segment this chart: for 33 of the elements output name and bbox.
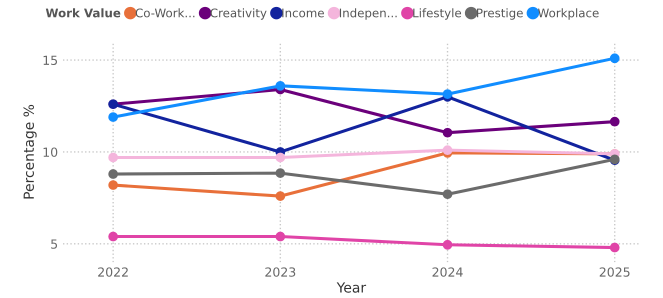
point [442, 189, 452, 200]
point [442, 240, 452, 250]
point [108, 169, 118, 179]
point [442, 128, 452, 138]
point [275, 168, 286, 178]
legend-title: Work Value [46, 8, 120, 18]
point [442, 89, 452, 99]
legend-label: Lifestyle [413, 8, 462, 20]
point [275, 232, 286, 242]
point [610, 116, 620, 127]
y-axis-title: Percentage % [23, 104, 37, 198]
point [442, 145, 452, 156]
x-axis-title: Year [336, 282, 366, 293]
point [275, 152, 286, 162]
x-tick-label: 2022 [98, 267, 128, 277]
y-tick-label: 15 [44, 56, 58, 66]
point [610, 242, 620, 252]
point [275, 80, 286, 91]
x-tick-label: 2025 [600, 267, 630, 277]
point [108, 112, 118, 122]
legend-label: Creativity [210, 8, 267, 20]
point [108, 232, 118, 242]
legend-label: Indepen... [340, 8, 397, 20]
legend-label: Prestige [477, 8, 523, 20]
x-tick-label: 2024 [432, 267, 463, 277]
point [108, 180, 118, 190]
point [108, 152, 118, 162]
point [610, 53, 620, 64]
y-tick-label: 10 [44, 147, 58, 157]
legend-label: Workplace [538, 8, 599, 20]
point [275, 191, 286, 201]
x-tick-label: 2023 [265, 267, 296, 277]
y-tick-label: 5 [51, 240, 58, 249]
